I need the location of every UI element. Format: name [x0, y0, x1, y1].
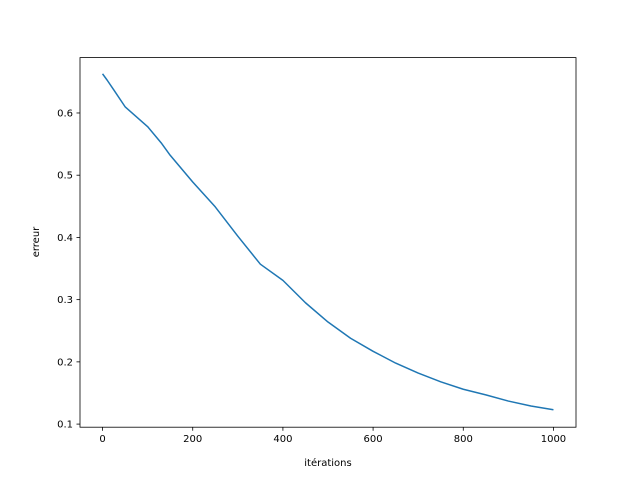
x-axis-label: itérations [304, 457, 351, 469]
y-tick-label: 0.3 [57, 295, 73, 306]
x-tick-label: 600 [364, 434, 383, 445]
y-tick-label: 0.5 [57, 171, 73, 182]
x-tick-label: 200 [183, 434, 202, 445]
x-tick-label: 0 [99, 434, 105, 445]
x-tick-label: 1000 [541, 434, 566, 445]
y-tick-label: 0.1 [57, 420, 73, 431]
data-line [101, 73, 554, 411]
y-tick-label: 0.6 [57, 108, 73, 119]
y-axis-label: erreur [31, 226, 42, 257]
x-tick-label: 800 [454, 434, 473, 445]
y-tick-label: 0.2 [57, 357, 73, 368]
plot-frame [79, 57, 577, 428]
x-tick-label: 400 [273, 434, 292, 445]
y-tick-label: 0.4 [57, 233, 73, 244]
